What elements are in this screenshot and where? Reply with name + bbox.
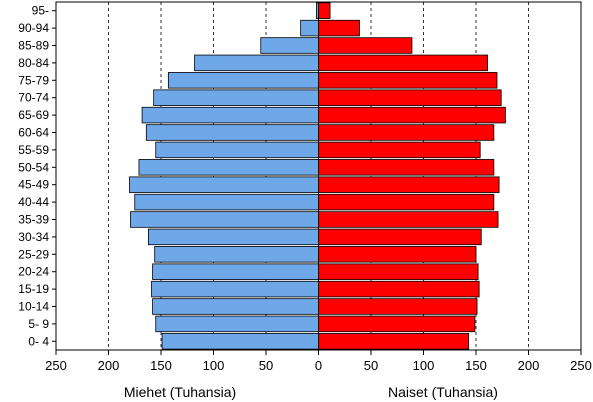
bar-men: [153, 89, 319, 106]
age-group-label: 0- 4: [28, 334, 49, 348]
bar-women: [318, 159, 495, 176]
bar-men: [145, 124, 319, 141]
x-axis-title-right: Naiset (Tuhansia): [388, 384, 498, 400]
bar-women: [318, 54, 488, 72]
age-group-label: 75-79: [18, 73, 49, 87]
bar-men: [154, 246, 319, 263]
bar-men: [167, 72, 319, 89]
bar-men: [155, 141, 319, 159]
bar-women: [318, 72, 498, 89]
bar-men: [134, 193, 319, 211]
bar-men: [194, 54, 319, 72]
bar-men: [161, 333, 319, 350]
bar-men: [141, 106, 319, 124]
x-tick-label: 150: [150, 358, 172, 373]
age-group-label: 80-84: [18, 56, 49, 70]
bar-women: [318, 2, 331, 19]
bar-women: [318, 211, 499, 228]
bar-women: [318, 106, 506, 124]
age-group-label: 20-24: [18, 265, 49, 279]
bar-women: [318, 333, 470, 350]
age-group-label: 65-69: [18, 108, 49, 122]
bar-women: [318, 176, 500, 193]
bar-women: [318, 141, 481, 159]
age-group-label: 30-34: [18, 230, 49, 244]
bar-men: [147, 228, 319, 246]
bar-women: [318, 89, 502, 106]
x-tick-label: 50: [364, 358, 378, 373]
bar-men: [129, 176, 319, 193]
age-group-label: 15-19: [18, 282, 49, 296]
bar-women: [318, 193, 495, 211]
age-group-label: 60-64: [18, 126, 49, 140]
bar-women: [318, 263, 479, 280]
x-tick-label: 200: [98, 358, 120, 373]
bar-men: [130, 211, 319, 228]
bar-men: [155, 315, 319, 333]
age-group-label: 55-59: [18, 143, 49, 157]
bar-women: [318, 124, 495, 141]
age-group-label: 5- 9: [28, 317, 49, 331]
bar-men: [152, 298, 319, 315]
age-group-label: 40-44: [18, 195, 49, 209]
age-group-label: 25-29: [18, 247, 49, 261]
x-tick-label: 150: [465, 358, 487, 373]
age-group-label: 90-94: [18, 21, 49, 35]
x-axis-title-left: Miehet (Tuhansia): [124, 384, 236, 400]
x-tick-label: 250: [45, 358, 67, 373]
x-tick-label: 100: [203, 358, 225, 373]
bar-women: [318, 280, 480, 298]
bar-women: [318, 19, 360, 37]
x-tick-label: 50: [259, 358, 273, 373]
age-group-label: 85-89: [18, 39, 49, 53]
x-tick-label: 200: [518, 358, 540, 373]
bar-women: [318, 315, 476, 333]
bar-women: [318, 37, 413, 54]
age-labels: 0- 4 5- 9 10-14 15-19 20-24 25-29 30-34 35-39 40…: [18, 4, 56, 348]
x-tick-label: 250: [570, 358, 592, 373]
bars: [129, 2, 506, 350]
bar-men: [152, 263, 319, 280]
x-tick-label: 0: [315, 358, 322, 373]
age-group-label: 10-14: [18, 300, 49, 314]
age-group-label: 45-49: [18, 178, 49, 192]
age-group-label: 35-39: [18, 213, 49, 227]
x-tick-label: 100: [413, 358, 435, 373]
bar-women: [318, 228, 482, 246]
bar-men: [300, 19, 319, 37]
age-group-label: 95-: [32, 4, 49, 18]
age-group-label: 50-54: [18, 160, 49, 174]
bar-men: [138, 159, 319, 176]
age-group-label: 70-74: [18, 91, 49, 105]
bar-men: [151, 280, 319, 298]
bar-women: [318, 298, 478, 315]
bar-women: [318, 246, 477, 263]
x-tick-labels: 250 200 150 100 50 0 50 100 150 200 250: [45, 358, 592, 373]
bar-men: [260, 37, 319, 54]
